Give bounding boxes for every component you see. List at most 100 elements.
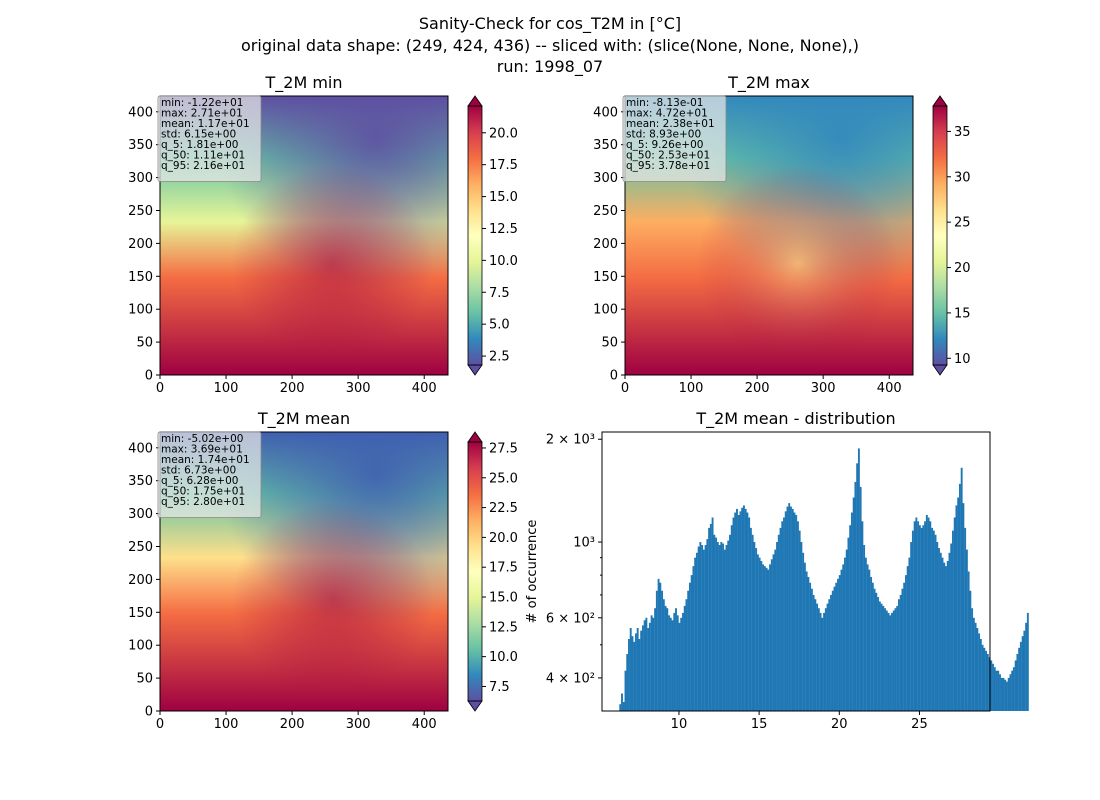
histogram-bar [796, 521, 799, 711]
histogram-bar [729, 534, 731, 711]
panel-t2m-mean-distribution: T_2M mean - distribution # of occurrence 1… [525, 409, 1029, 732]
histogram-bars [619, 448, 1029, 711]
colorbar-extend-min [932, 364, 948, 376]
histogram-bar [969, 590, 972, 711]
colorbar-extend-max [467, 95, 483, 107]
colorbar-extend-max [467, 431, 483, 443]
histogram-bar [770, 559, 773, 711]
histogram-bar [995, 670, 998, 711]
histogram-bar [873, 588, 876, 711]
y-tick-label: 300 [128, 171, 153, 186]
histogram-bar [932, 530, 935, 711]
colorbar [468, 442, 482, 701]
histogram-bar [802, 552, 805, 711]
colorbar-frame [467, 441, 483, 702]
y-tick-label: 250 [128, 204, 153, 219]
histogram-bar [753, 542, 756, 711]
histogram-bar [734, 512, 737, 711]
y-tick-label: 250 [128, 540, 153, 555]
y-tick-label: 100 [128, 639, 153, 654]
histogram-bar [748, 517, 751, 711]
x-tick-label: 25 [911, 717, 928, 732]
colorbar-tick-label: 25.0 [489, 471, 518, 486]
x-tick-label: 200 [280, 381, 305, 396]
colorbar [933, 106, 947, 365]
x-tick-label: 400 [412, 381, 437, 396]
colorbar-tick-label: 20 [954, 261, 971, 276]
colorbar-tick-label: 25 [954, 216, 971, 231]
histogram-bar [763, 566, 766, 711]
histogram-bar [880, 603, 883, 711]
histogram-bar [875, 592, 878, 711]
colorbar-frame [932, 105, 948, 366]
x-tick-label: 100 [679, 381, 704, 396]
y-tick-label: 100 [128, 303, 153, 318]
histogram-bar [779, 527, 782, 711]
histogram-bar [976, 628, 979, 711]
histogram-bar [713, 534, 716, 711]
histogram-bar [793, 512, 796, 711]
histogram-bar [878, 601, 881, 711]
histogram-bar [655, 590, 658, 711]
colorbar-tick-label: 20.0 [489, 126, 518, 141]
histogram-bar [971, 608, 974, 711]
x-tick-label: 10 [671, 717, 688, 732]
histogram-bar [814, 599, 817, 711]
histogram-bar [1016, 653, 1019, 711]
histogram-bar [985, 650, 987, 711]
y-tick-label: 2 × 10³ [546, 433, 595, 448]
histogram-bar [894, 608, 897, 711]
histogram-bar [1000, 677, 1003, 711]
y-tick-label: 0 [610, 369, 618, 384]
histogram-bar [643, 620, 646, 711]
histogram-bar [870, 576, 873, 711]
histogram-bar [877, 597, 879, 711]
histogram-bar [737, 514, 740, 711]
stats-line: std: 6.73e+00 [161, 465, 236, 477]
histogram-bar [847, 537, 850, 711]
histogram-bar [838, 575, 841, 711]
axes-frame [601, 431, 991, 712]
histogram-bar [795, 514, 798, 711]
histogram-bar [739, 511, 742, 711]
histogram-bar [950, 543, 953, 711]
histogram-bar [776, 542, 778, 711]
x-tick-label: 400 [877, 381, 902, 396]
colorbar-extend-min [467, 364, 483, 376]
histogram-bar [896, 605, 899, 711]
colorbar-tick-label: 12.5 [489, 222, 518, 237]
histogram-bar [695, 552, 698, 711]
histogram-bar [983, 647, 986, 711]
histogram-bar [648, 622, 651, 711]
colorbar-tick-label: 20.0 [489, 531, 518, 546]
histogram-bar [978, 633, 981, 711]
histogram-bar [871, 582, 874, 711]
histogram-bar [641, 625, 644, 711]
histogram-bar [769, 564, 772, 711]
histogram-bar [861, 521, 864, 711]
histogram-bar [668, 615, 670, 711]
panel-t2m-min: T_2M min 0 100 200 300 400 0 50 100 150 200 250 300 3… [128, 73, 518, 396]
histogram-bar [906, 566, 909, 711]
stats-line: q_5: 1.81e+00 [161, 139, 238, 151]
histogram-bar [634, 633, 637, 711]
histogram-bar [685, 599, 688, 711]
stats-line: q_5: 9.26e+00 [626, 139, 703, 151]
y-axis-label: # of occurrence [525, 520, 540, 624]
colorbar-tick-label: 5.0 [489, 318, 510, 333]
histogram-bar [884, 608, 886, 711]
x-tick-label: 0 [621, 381, 629, 396]
y-tick-label: 4 × 10² [546, 671, 595, 686]
histogram-bar [791, 508, 794, 711]
stats-line: q_5: 6.28e+00 [161, 475, 238, 487]
y-tick-label: 0 [145, 369, 153, 384]
stats-line: q_95: 2.80e+01 [161, 496, 245, 508]
histogram-bar [704, 545, 707, 711]
histogram-bar [749, 527, 752, 711]
colorbar-tick-label: 12.5 [489, 620, 518, 635]
histogram-bar [990, 660, 993, 711]
histogram-bar [953, 517, 956, 711]
panel-t2m-max: T_2M max 0 100 200 300 400 0 50 100 150 200 250 300 3… [593, 73, 970, 396]
y-tick-label: 400 [128, 441, 153, 456]
colorbar-tick-label: 15.0 [489, 190, 518, 205]
